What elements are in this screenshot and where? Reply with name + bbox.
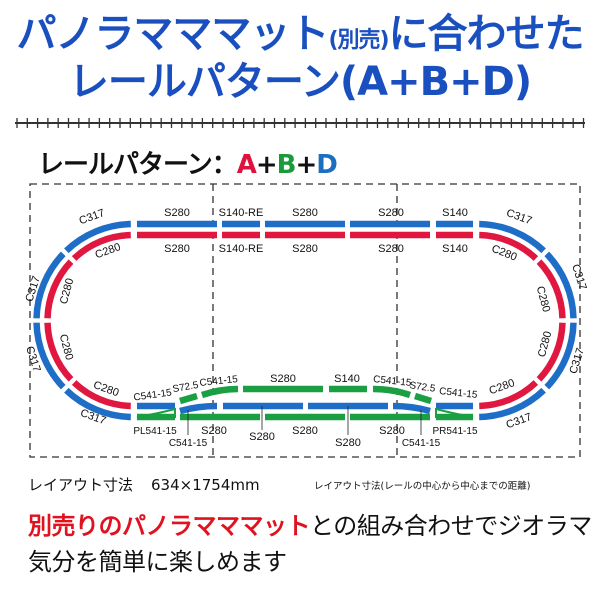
track-label: S140-RE <box>219 207 264 219</box>
page-title-line1: パノラマママット(別売)に合わせた <box>0 14 600 54</box>
track-label: S140 <box>334 373 360 385</box>
track-label: S280 <box>249 431 275 443</box>
track-label: S72.5 <box>172 380 200 395</box>
track-label: C280 <box>488 377 517 397</box>
track-piece <box>179 402 218 415</box>
pattern-d: D <box>316 150 338 180</box>
dimensions-label: レイアウト寸法 <box>28 476 134 494</box>
track-label: S280 <box>292 207 318 219</box>
pattern-b: B <box>276 150 297 180</box>
track-piece <box>64 220 131 254</box>
track-label: S280 <box>378 243 404 255</box>
plus: + <box>295 150 317 180</box>
track-piece <box>33 322 66 390</box>
dimensions-note: レイアウト寸法(レールの中心から中心までの距離) <box>314 481 531 492</box>
track-piece <box>544 251 577 319</box>
track-label: C280 <box>534 285 552 314</box>
track-piece <box>33 251 66 319</box>
track-label: S280 <box>292 243 318 255</box>
track-label: C317 <box>505 207 534 227</box>
track-piece <box>71 231 131 261</box>
title-text: パノラマママット <box>16 11 329 57</box>
track-label: S280 <box>335 437 361 449</box>
track-label: S280 <box>379 425 405 437</box>
layout-boundary <box>29 183 581 458</box>
track-label: C541-15 <box>439 386 479 401</box>
track-piece <box>44 322 74 382</box>
track-piece <box>479 231 539 261</box>
track-label: PR541-15 <box>432 426 477 437</box>
track-labels: S280 S140-RE S280 S280 S140 S280 S140-RE… <box>23 207 589 449</box>
track-piece <box>536 259 566 319</box>
track-label: C280 <box>57 333 75 362</box>
track-label: C280 <box>536 330 554 359</box>
track-label: S140 <box>442 243 468 255</box>
plus: + <box>255 150 278 180</box>
track-label: C541-15 <box>199 374 239 389</box>
title-paren: (別売) <box>328 28 389 53</box>
pattern-label: レールパターン： <box>38 150 238 180</box>
track-label: C541-15 <box>133 387 173 403</box>
boundary-box <box>29 183 581 458</box>
track-piece <box>179 392 198 405</box>
rail-pattern-heading: レールパターン：A+B+D <box>38 144 338 181</box>
leader-lines <box>187 406 422 435</box>
track-piece <box>544 322 577 390</box>
track-label: S280 <box>164 207 190 219</box>
track-label: S140 <box>442 207 468 219</box>
track-label: PL541-15 <box>133 426 177 437</box>
rail-divider <box>15 118 585 128</box>
caption-line2: 気分を簡単に楽しめます <box>28 548 287 576</box>
track-piece <box>44 259 74 319</box>
track-label: S280 <box>270 373 296 385</box>
layout-dimensions: レイアウト寸法 634×1754mm <box>28 474 260 495</box>
title-text: に合わせた <box>388 11 585 57</box>
track-piece <box>479 220 546 254</box>
track-piece <box>479 380 539 410</box>
track-label: C541-15 <box>169 438 208 449</box>
pattern-a: A <box>236 150 257 180</box>
track-label: C541-15 <box>373 374 413 389</box>
track-label: C280 <box>58 277 76 306</box>
track-label: S72.5 <box>409 380 437 395</box>
track-piece <box>372 385 412 399</box>
caption-text: との組み合わせでジオラマ <box>310 512 592 540</box>
track-label: S280 <box>164 243 190 255</box>
track-piece <box>392 402 431 415</box>
track-label: S140-RE <box>219 243 264 255</box>
dimensions-value: 634×1754mm <box>151 476 260 494</box>
track-label: C317 <box>78 207 107 227</box>
track-label: C317 <box>569 263 589 292</box>
track-piece <box>200 385 239 399</box>
track-piece <box>71 380 131 410</box>
track-label: C541-15 <box>402 438 441 449</box>
track-piece <box>64 387 131 421</box>
track-piece <box>414 392 432 405</box>
caption-highlight: 別売りのパノラマママット <box>28 512 311 540</box>
track-label: S280 <box>292 425 318 437</box>
caption-line1: 別売りのパノラマママットとの組み合わせでジオラマ <box>28 514 592 538</box>
track-label: S280 <box>378 207 404 219</box>
track-piece <box>536 322 566 382</box>
track-label: S280 <box>201 425 227 437</box>
page-title-line2: レールパターン(A+B+D) <box>68 59 532 105</box>
tracks <box>33 220 577 421</box>
track-piece <box>479 387 546 421</box>
